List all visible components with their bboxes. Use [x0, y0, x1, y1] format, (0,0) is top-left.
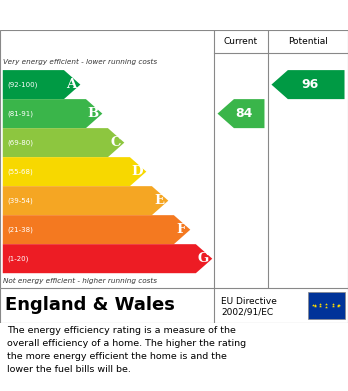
Text: (81-91): (81-91)	[7, 110, 33, 117]
Polygon shape	[3, 99, 102, 128]
Text: Not energy efficient - higher running costs: Not energy efficient - higher running co…	[3, 278, 157, 284]
Text: G: G	[198, 252, 209, 265]
Text: Energy Efficiency Rating: Energy Efficiency Rating	[5, 7, 226, 23]
Polygon shape	[3, 215, 190, 244]
Bar	[308, 292, 345, 319]
Text: (1-20): (1-20)	[7, 255, 28, 262]
Text: (92-100): (92-100)	[7, 81, 37, 88]
Polygon shape	[218, 99, 264, 128]
Polygon shape	[3, 157, 146, 186]
Text: D: D	[132, 165, 143, 178]
Text: The energy efficiency rating is a measure of the
overall efficiency of a home. T: The energy efficiency rating is a measur…	[7, 326, 246, 373]
Polygon shape	[271, 70, 345, 99]
Text: (69-80): (69-80)	[7, 139, 33, 146]
Polygon shape	[3, 244, 212, 273]
Text: Very energy efficient - lower running costs: Very energy efficient - lower running co…	[3, 59, 157, 65]
Text: 96: 96	[302, 78, 319, 91]
Text: A: A	[66, 78, 77, 91]
Text: (55-68): (55-68)	[7, 169, 33, 175]
Text: 2002/91/EC: 2002/91/EC	[221, 308, 273, 317]
Polygon shape	[3, 128, 124, 157]
Text: Potential: Potential	[288, 37, 328, 46]
Text: E: E	[154, 194, 164, 207]
Text: F: F	[176, 223, 186, 236]
Text: (21-38): (21-38)	[7, 226, 33, 233]
Text: C: C	[110, 136, 120, 149]
Text: B: B	[88, 107, 99, 120]
Polygon shape	[3, 186, 168, 215]
Text: EU Directive: EU Directive	[221, 297, 277, 306]
Text: England & Wales: England & Wales	[5, 296, 175, 314]
Text: (39-54): (39-54)	[7, 197, 33, 204]
Text: 84: 84	[235, 107, 252, 120]
Text: Current: Current	[224, 37, 258, 46]
Polygon shape	[3, 70, 80, 99]
